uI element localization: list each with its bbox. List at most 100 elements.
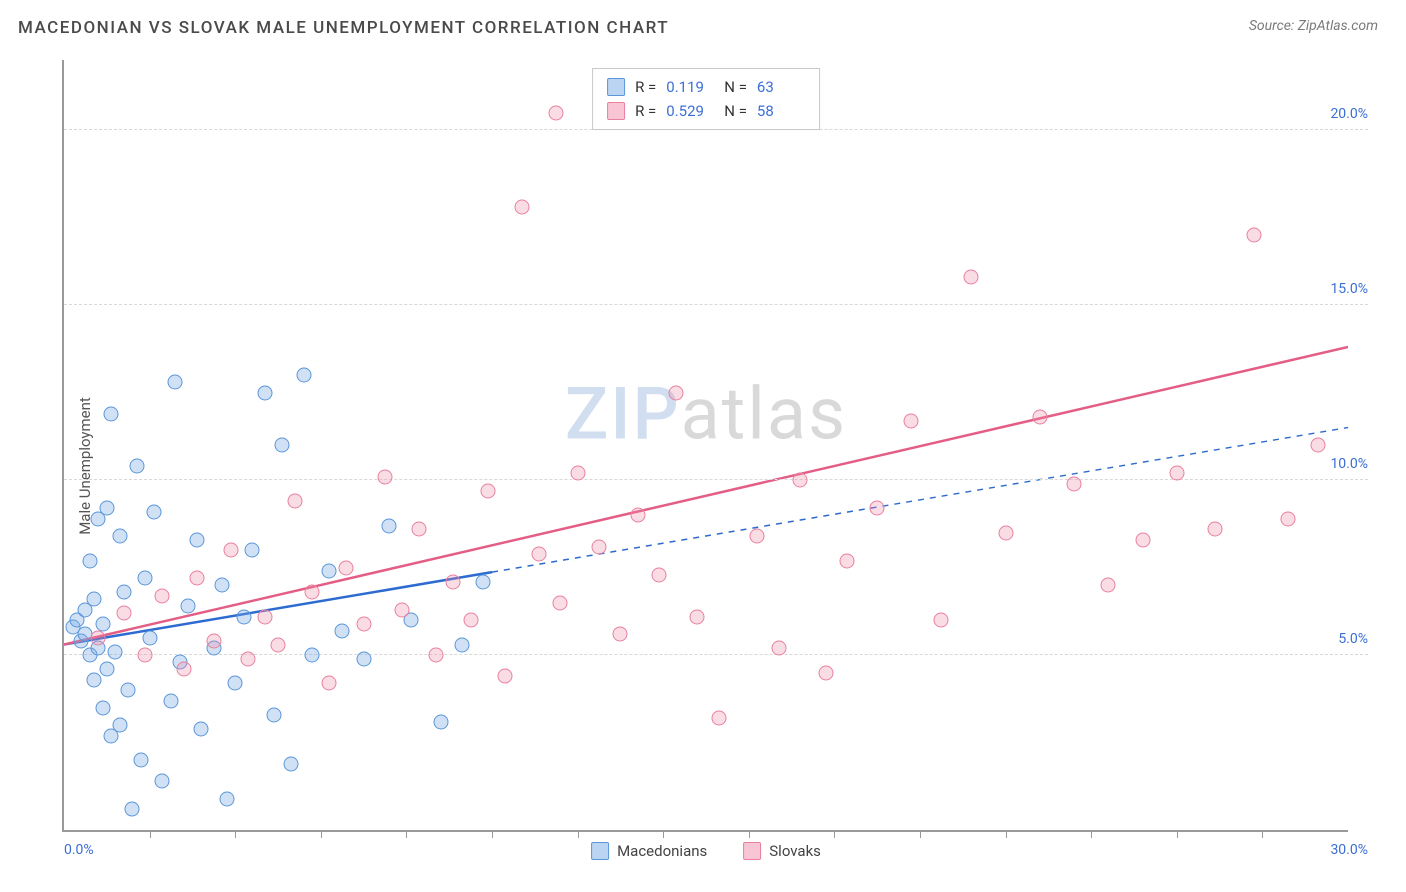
scatter-point-macedonians	[283, 756, 298, 771]
x-axis-max-label: 30.0%	[1330, 842, 1368, 858]
legend-label: Macedonians	[617, 842, 707, 860]
scatter-point-slovaks	[339, 560, 354, 575]
scatter-point-slovaks	[1067, 476, 1082, 491]
y-tick-label: 15.0%	[1324, 281, 1368, 297]
stats-legend-box: R = 0.119 N = 63 R = 0.529 N = 58	[592, 68, 820, 130]
scatter-point-slovaks	[934, 613, 949, 628]
scatter-point-macedonians	[275, 438, 290, 453]
x-tick	[1091, 830, 1092, 838]
y-tick-label: 20.0%	[1324, 106, 1368, 122]
scatter-point-slovaks	[771, 641, 786, 656]
scatter-point-slovaks	[549, 105, 564, 120]
scatter-point-macedonians	[433, 714, 448, 729]
stat-value: 0.119	[666, 75, 714, 99]
scatter-point-macedonians	[108, 644, 123, 659]
scatter-point-slovaks	[1208, 522, 1223, 537]
scatter-point-slovaks	[669, 385, 684, 400]
scatter-point-slovaks	[514, 200, 529, 215]
watermark-light: atlas	[681, 372, 848, 457]
scatter-point-slovaks	[356, 616, 371, 631]
scatter-point-macedonians	[142, 630, 157, 645]
scatter-point-slovaks	[176, 662, 191, 677]
scatter-point-slovaks	[690, 609, 705, 624]
x-tick	[321, 830, 322, 838]
scatter-point-macedonians	[215, 578, 230, 593]
scatter-point-slovaks	[497, 669, 512, 684]
x-tick	[235, 830, 236, 838]
scatter-point-macedonians	[258, 385, 273, 400]
scatter-point-slovaks	[630, 508, 645, 523]
scatter-point-slovaks	[206, 634, 221, 649]
stat-value: 63	[757, 75, 805, 99]
scatter-point-slovaks	[870, 501, 885, 516]
scatter-point-slovaks	[322, 676, 337, 691]
scatter-point-slovaks	[429, 648, 444, 663]
scatter-point-slovaks	[592, 539, 607, 554]
scatter-point-macedonians	[181, 599, 196, 614]
stats-row: R = 0.119 N = 63	[607, 75, 805, 99]
stat-label: N =	[724, 75, 747, 99]
scatter-point-macedonians	[219, 791, 234, 806]
scatter-point-slovaks	[651, 567, 666, 582]
x-tick	[663, 830, 664, 838]
x-tick	[920, 830, 921, 838]
watermark: ZIPatlas	[565, 372, 847, 457]
scatter-point-macedonians	[125, 802, 140, 817]
swatch-macedonians-icon	[607, 78, 625, 96]
scatter-point-slovaks	[155, 588, 170, 603]
scatter-point-slovaks	[258, 609, 273, 624]
scatter-point-macedonians	[296, 368, 311, 383]
y-tick-label: 10.0%	[1324, 456, 1368, 472]
stat-value: 58	[757, 99, 805, 123]
stat-label: R =	[635, 99, 656, 123]
scatter-point-macedonians	[305, 648, 320, 663]
scatter-point-slovaks	[998, 525, 1013, 540]
scatter-point-slovaks	[138, 648, 153, 663]
x-tick	[406, 830, 407, 838]
scatter-point-slovaks	[904, 413, 919, 428]
scatter-point-slovaks	[223, 543, 238, 558]
scatter-point-macedonians	[112, 718, 127, 733]
swatch-slovaks-icon	[607, 102, 625, 120]
scatter-point-macedonians	[99, 501, 114, 516]
scatter-point-macedonians	[112, 529, 127, 544]
scatter-point-macedonians	[382, 518, 397, 533]
scatter-point-macedonians	[335, 623, 350, 638]
swatch-macedonians-icon	[591, 842, 609, 860]
x-tick	[492, 830, 493, 838]
scatter-point-slovaks	[395, 602, 410, 617]
x-axis-min-label: 0.0%	[64, 842, 94, 858]
scatter-point-macedonians	[164, 693, 179, 708]
scatter-point-slovaks	[463, 613, 478, 628]
scatter-point-macedonians	[322, 564, 337, 579]
gridline	[64, 304, 1368, 305]
source-attribution: Source: ZipAtlas.com	[1249, 18, 1378, 34]
scatter-point-macedonians	[245, 543, 260, 558]
legend-bottom: Macedonians Slovaks	[591, 842, 821, 860]
scatter-point-slovaks	[840, 553, 855, 568]
scatter-point-slovaks	[378, 469, 393, 484]
scatter-point-macedonians	[146, 504, 161, 519]
scatter-point-slovaks	[1135, 532, 1150, 547]
scatter-point-macedonians	[121, 683, 136, 698]
scatter-point-macedonians	[129, 459, 144, 474]
scatter-point-macedonians	[228, 676, 243, 691]
x-tick	[749, 830, 750, 838]
scatter-point-slovaks	[711, 711, 726, 726]
scatter-point-slovaks	[553, 595, 568, 610]
scatter-point-macedonians	[476, 574, 491, 589]
scatter-point-macedonians	[189, 532, 204, 547]
scatter-point-slovaks	[189, 571, 204, 586]
scatter-point-slovaks	[412, 522, 427, 537]
scatter-point-slovaks	[1032, 410, 1047, 425]
scatter-point-slovaks	[793, 473, 808, 488]
x-tick	[1006, 830, 1007, 838]
scatter-point-slovaks	[964, 270, 979, 285]
y-tick-label: 5.0%	[1332, 631, 1368, 647]
scatter-point-slovaks	[532, 546, 547, 561]
scatter-point-slovaks	[818, 665, 833, 680]
scatter-point-macedonians	[95, 616, 110, 631]
scatter-point-slovaks	[570, 466, 585, 481]
scatter-point-slovaks	[613, 627, 628, 642]
scatter-point-macedonians	[356, 651, 371, 666]
